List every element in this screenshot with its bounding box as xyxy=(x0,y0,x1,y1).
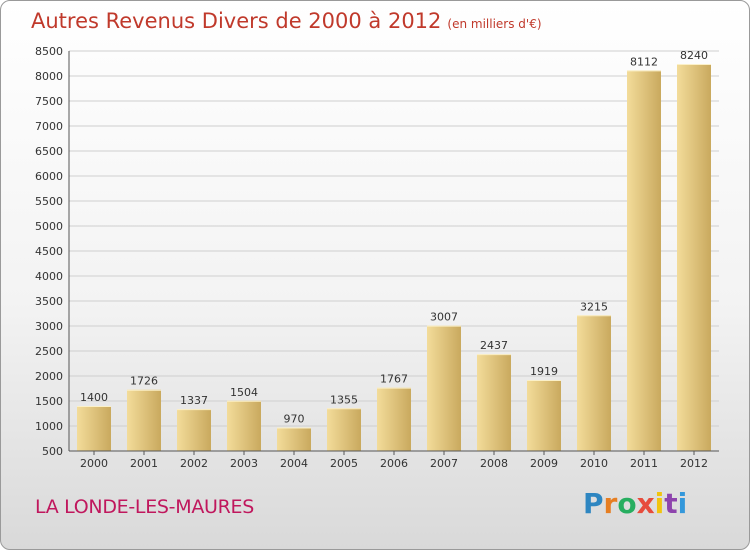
x-tick-label-2004: 2004 xyxy=(280,457,308,470)
data-label-2011: 8112 xyxy=(630,55,658,68)
y-tick-label: 8500 xyxy=(35,45,63,58)
bars: 1400 1726 1337 1504 970 1355 1767 3007 2437 1919 3… xyxy=(77,49,711,452)
y-tick-label: 1000 xyxy=(35,420,63,433)
data-label-2010: 3215 xyxy=(580,300,608,313)
data-label-2005: 1355 xyxy=(330,393,358,406)
y-tick-label: 4500 xyxy=(35,245,63,258)
bar-2001 xyxy=(127,389,161,451)
chart-title-unit: (en milliers d'€) xyxy=(447,17,542,31)
y-tick-label: 3000 xyxy=(35,320,63,333)
logo-letter: t xyxy=(664,487,678,520)
logo-letter: i xyxy=(677,487,688,520)
bar-2004 xyxy=(277,427,311,451)
y-tick-label: 500 xyxy=(42,445,63,458)
x-tick-label-2001: 2001 xyxy=(130,457,158,470)
bar-2005 xyxy=(327,408,361,451)
chart-title-text: Autres Revenus Divers de 2000 à 2012 xyxy=(31,9,442,33)
bar-2002 xyxy=(177,409,211,451)
data-label-2004: 970 xyxy=(284,413,305,426)
x-tick-label-2008: 2008 xyxy=(480,457,508,470)
bar-2010 xyxy=(577,315,611,451)
data-label-2000: 1400 xyxy=(80,391,108,404)
y-tick-label: 7500 xyxy=(35,95,63,108)
x-tick-label-2000: 2000 xyxy=(80,457,108,470)
logo-letter: o xyxy=(617,487,637,520)
logo-letter: x xyxy=(636,487,655,520)
logo-letter: i xyxy=(654,487,665,520)
x-tick-label-2002: 2002 xyxy=(180,457,208,470)
bar-2008 xyxy=(477,354,511,451)
axes: 500 1000 1500 2000 2500 3000 3500 4000 4500 5000 5… xyxy=(35,45,719,470)
y-tick-label: 4000 xyxy=(35,270,63,283)
data-label-2007: 3007 xyxy=(430,311,458,324)
data-label-2006: 1767 xyxy=(380,373,408,386)
y-tick-label: 6000 xyxy=(35,170,63,183)
y-tick-label: 8000 xyxy=(35,70,63,83)
x-tick-label-2011: 2011 xyxy=(630,457,658,470)
location-name: LA LONDE-LES-MAURES xyxy=(35,496,254,518)
y-tick-label: 5500 xyxy=(35,195,63,208)
x-tick-label-2012: 2012 xyxy=(680,457,708,470)
data-label-2008: 2437 xyxy=(480,339,508,352)
data-label-2002: 1337 xyxy=(180,394,208,407)
bar-2006 xyxy=(377,387,411,451)
x-tick-label-2003: 2003 xyxy=(230,457,258,470)
y-tick-label: 5000 xyxy=(35,220,63,233)
y-tick-label: 2500 xyxy=(35,345,63,358)
proxiti-logo[interactable]: Proxiti xyxy=(583,487,687,520)
x-tick-label-2007: 2007 xyxy=(430,457,458,470)
bar-2000 xyxy=(77,406,111,451)
logo-letter: r xyxy=(603,487,618,520)
y-tick-label: 3500 xyxy=(35,295,63,308)
y-tick-label: 7000 xyxy=(35,120,63,133)
data-label-2012: 8240 xyxy=(680,49,708,62)
bar-2009 xyxy=(527,380,561,451)
x-tick-label-2005: 2005 xyxy=(330,457,358,470)
y-tick-label: 1500 xyxy=(35,395,63,408)
x-tick-label-2009: 2009 xyxy=(530,457,558,470)
bar-2003 xyxy=(227,400,261,451)
y-tick-label: 2000 xyxy=(35,370,63,383)
logo-letter: P xyxy=(583,487,604,520)
y-tick-label: 6500 xyxy=(35,145,63,158)
data-label-2009: 1919 xyxy=(530,365,558,378)
bar-2007 xyxy=(427,325,461,451)
x-tick-label-2006: 2006 xyxy=(380,457,408,470)
data-label-2003: 1504 xyxy=(230,386,258,399)
bar-2012 xyxy=(677,64,711,451)
data-label-2001: 1726 xyxy=(130,375,158,388)
x-tick-label-2010: 2010 xyxy=(580,457,608,470)
bar-2011 xyxy=(627,70,661,452)
chart-title: Autres Revenus Divers de 2000 à 2012 (en … xyxy=(31,9,542,33)
